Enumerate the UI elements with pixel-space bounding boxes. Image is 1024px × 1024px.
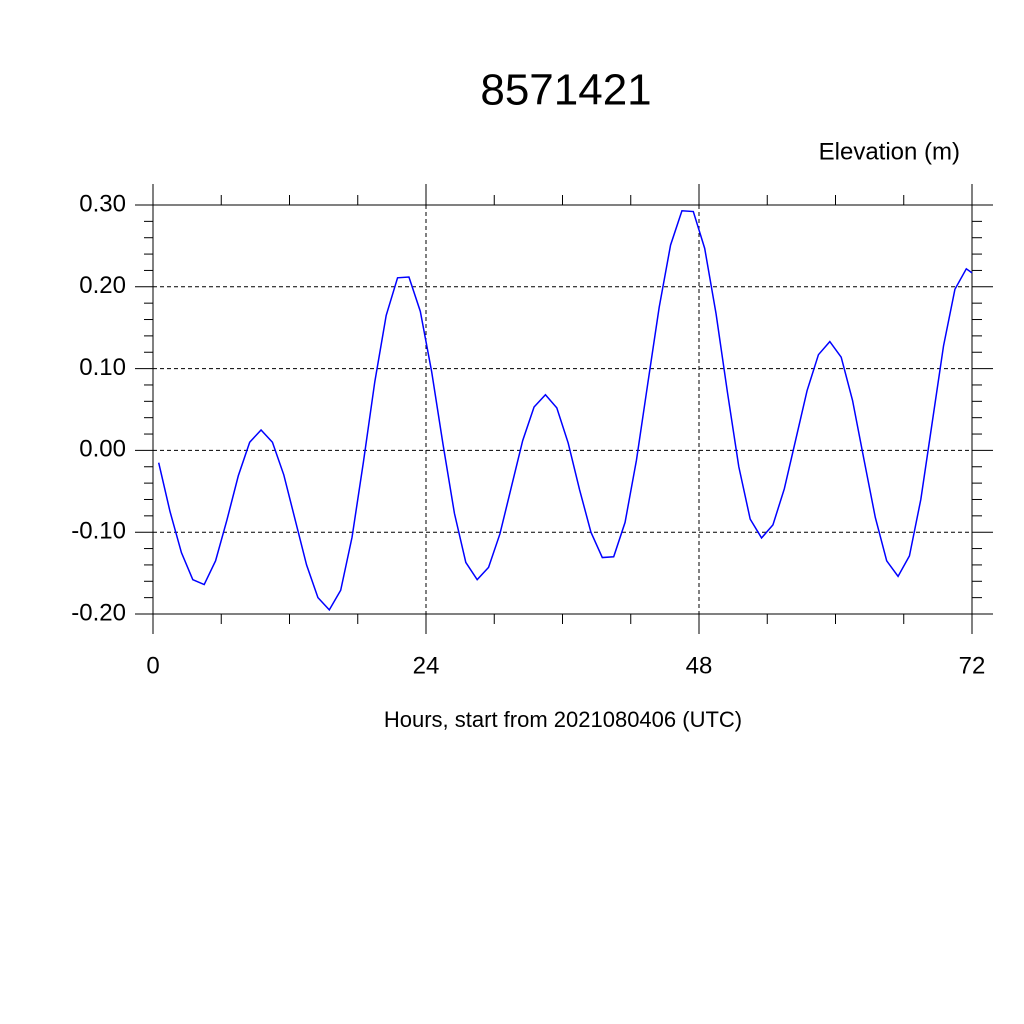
plot-frame <box>152 204 973 615</box>
x-axis-label: Hours, start from 2021080406 (UTC) <box>384 707 742 732</box>
x-tick-label: 48 <box>686 652 713 679</box>
data-line <box>157 209 973 612</box>
y-axis-label: Elevation (m) <box>819 138 960 165</box>
y-tick-label: 0.30 <box>79 190 126 217</box>
x-tick-label: 24 <box>413 652 440 679</box>
y-tick-label: -0.20 <box>71 599 126 626</box>
y-tick-label: 0.20 <box>79 272 126 299</box>
y-tick-label: 0.10 <box>79 354 126 381</box>
x-tick-label: 0 <box>146 652 159 679</box>
y-tick-label: -0.10 <box>71 518 126 545</box>
y-tick-label: 0.00 <box>79 436 126 463</box>
chart-title: 8571421 <box>480 66 651 115</box>
x-tick-label: 72 <box>959 652 986 679</box>
